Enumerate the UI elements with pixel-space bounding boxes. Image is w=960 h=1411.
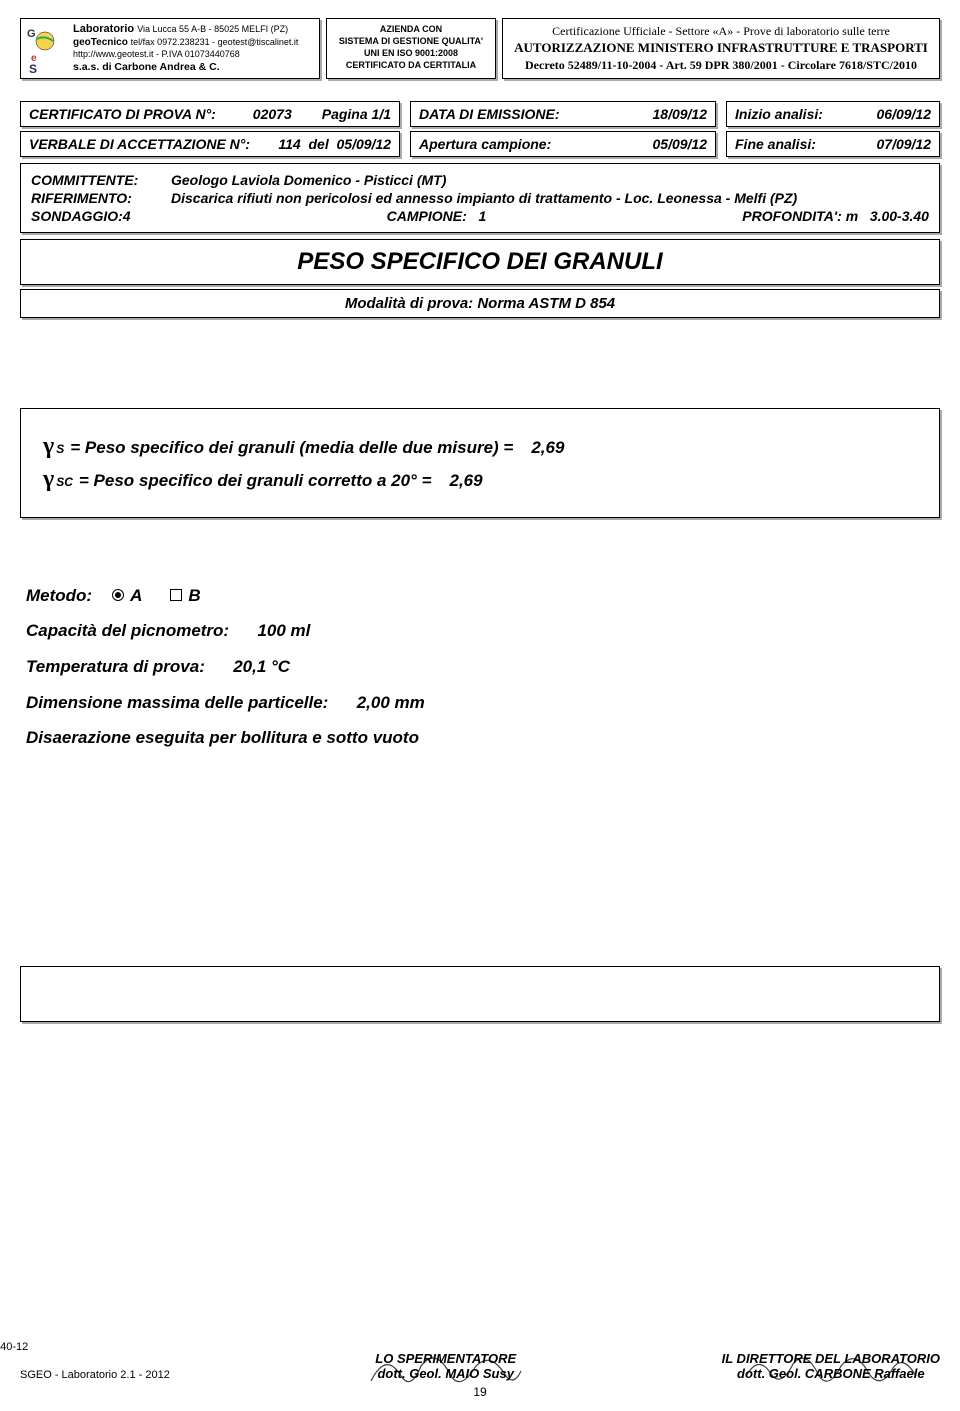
- results-box: γS = Peso specifico dei granuli (media d…: [20, 408, 940, 518]
- footer-page-number: 19: [20, 1385, 940, 1399]
- acceptance-date: 05/09/12: [337, 136, 392, 152]
- deaeration-row: Disaerazione eseguita per bollitura e so…: [26, 720, 934, 756]
- auth-line1: Certificazione Ufficiale - Settore «A» -…: [509, 23, 933, 39]
- authorization-box: Certificazione Ufficiale - Settore «A» -…: [502, 18, 940, 79]
- emission-date-cell: DATA DI EMISSIONE: 18/09/12: [410, 101, 716, 127]
- page-number: 1/1: [372, 106, 391, 122]
- meta-block: COMMITTENTE:Geologo Laviola Domenico - P…: [20, 163, 940, 233]
- cert-line3: UNI EN ISO 9001:2008: [333, 47, 489, 59]
- temperature-value: 20,1 °C: [233, 649, 290, 685]
- acceptance-cell: VERBALE DI ACCETTAZIONE N°: 114 del 05/0…: [20, 131, 400, 157]
- capacity-value: 100 ml: [257, 613, 310, 649]
- analysis-end-cell: Fine analisi: 07/09/12: [726, 131, 940, 157]
- software-label: SGEO - Laboratorio 2.1 - 2012: [20, 1369, 170, 1381]
- gamma-s-row: γS = Peso specifico dei granuli (media d…: [43, 433, 917, 460]
- particle-size-value: 2,00 mm: [357, 685, 425, 721]
- cert-line4: CERTIFICATO DA CERTITALIA: [333, 59, 489, 71]
- footer: 340-12 SGEO - Laboratorio 2.1 - 2012 LO …: [20, 1349, 940, 1399]
- blank-box: [20, 966, 940, 1022]
- riferimento: Discarica rifiuti non pericolosi ed anne…: [171, 190, 797, 206]
- temperature-row: Temperatura di prova: 20,1 °C: [26, 649, 934, 685]
- cert-number: 02073: [253, 106, 292, 122]
- sondaggio: 4: [123, 208, 131, 224]
- test-norm: Modalità di prova: Norma ASTM D 854: [20, 289, 940, 318]
- svg-text:S: S: [29, 62, 37, 75]
- doc-tag: 340-12: [0, 1341, 28, 1353]
- svg-text:G: G: [27, 28, 36, 40]
- signature-director: IL DIRETTORE DEL LABORATORIO dott. Geol.…: [722, 1351, 940, 1381]
- gamma-sc-value: 2,69: [450, 471, 483, 491]
- gamma-sc-row: γSC = Peso specifico dei granuli corrett…: [43, 466, 917, 493]
- campione: 1: [478, 208, 486, 224]
- capacity-row: Capacità del picnometro: 100 ml: [26, 613, 934, 649]
- method-a-radio: [112, 589, 124, 601]
- test-title-box: PESO SPECIFICO DEI GRANULI: [20, 239, 940, 285]
- cert-line2: SISTEMA DI GESTIONE QUALITA': [333, 35, 489, 47]
- auth-line3: Decreto 52489/11-10-2004 - Art. 59 DPR 3…: [509, 57, 933, 73]
- parameters-block: Metodo: A B Capacità del picnometro: 100…: [20, 578, 940, 756]
- company-name: s.a.s. di Carbone Andrea & C.: [73, 61, 298, 74]
- signature-experimenter: LO SPERIMENTATORE dott. Geol. MAIO Susy: [375, 1351, 516, 1381]
- info-row-2: VERBALE DI ACCETTAZIONE N°: 114 del 05/0…: [20, 131, 940, 157]
- emission-date: 18/09/12: [653, 106, 708, 122]
- acceptance-no: 114: [278, 136, 300, 152]
- committente: Geologo Laviola Domenico - Pisticci (MT): [171, 172, 446, 188]
- info-row-1: CERTIFICATO DI PROVA N°: 02073 Pagina 1/…: [20, 101, 940, 127]
- analysis-start: 06/09/12: [877, 106, 932, 122]
- sample-open-cell: Apertura campione: 05/09/12: [410, 131, 716, 157]
- sample-open-date: 05/09/12: [653, 136, 708, 152]
- logo-line1: Laboratorio: [73, 23, 134, 35]
- company-logo-icon: G e S: [27, 23, 67, 71]
- cert-number-cell: CERTIFICATO DI PROVA N°: 02073 Pagina 1/…: [20, 101, 400, 127]
- method-b-checkbox: [170, 589, 182, 601]
- iso-cert-box: AZIENDA CON SISTEMA DI GESTIONE QUALITA'…: [326, 18, 496, 79]
- method-row: Metodo: A B: [26, 578, 934, 614]
- profondita: 3.00-3.40: [870, 208, 929, 224]
- header-row: G e S Laboratorio Via Lucca 55 A-B - 850…: [20, 18, 940, 79]
- cert-line1: AZIENDA CON: [333, 23, 489, 35]
- document-page: G e S Laboratorio Via Lucca 55 A-B - 850…: [0, 0, 960, 1411]
- gamma-s-value: 2,69: [531, 438, 564, 458]
- particle-size-row: Dimensione massima delle particelle: 2,0…: [26, 685, 934, 721]
- analysis-end: 07/09/12: [877, 136, 932, 152]
- company-address: Laboratorio Via Lucca 55 A-B - 85025 MEL…: [73, 23, 298, 74]
- auth-line2: AUTORIZZAZIONE MINISTERO INFRASTRUTTURE …: [509, 39, 933, 57]
- test-title: PESO SPECIFICO DEI GRANULI: [29, 248, 931, 276]
- analysis-start-cell: Inizio analisi: 06/09/12: [726, 101, 940, 127]
- logo-box: G e S Laboratorio Via Lucca 55 A-B - 850…: [20, 18, 320, 79]
